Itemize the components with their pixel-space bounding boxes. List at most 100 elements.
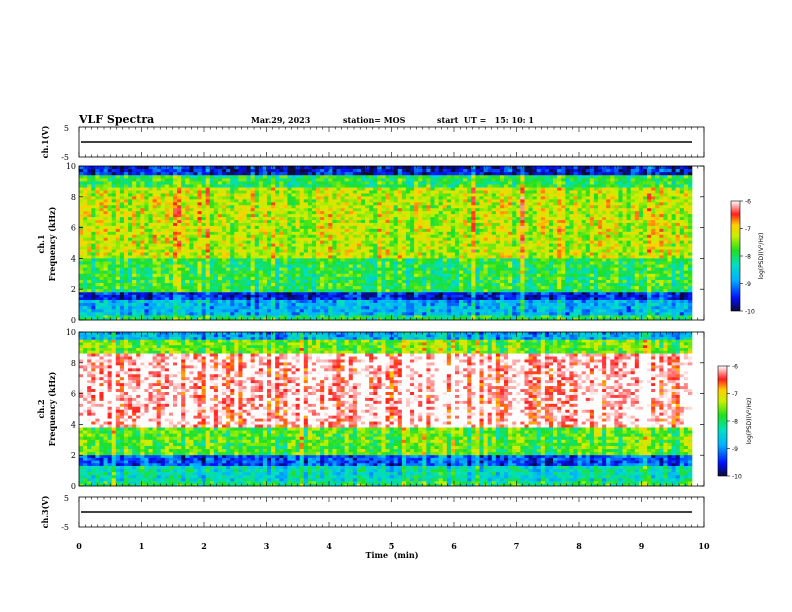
ch1-psd-cell [573, 237, 578, 241]
ch1-psd-cell [524, 217, 529, 221]
ch1-psd-cell [557, 169, 562, 173]
ch1-psd-cell [565, 211, 570, 215]
ch1-psd-cell [140, 217, 145, 221]
ch1-psd-cell [504, 199, 509, 203]
ch1-psd-cell [193, 255, 198, 259]
ch1-psd-cell [148, 172, 153, 176]
ch1-psd-cell [246, 237, 251, 241]
ch1-psd-cell [311, 181, 317, 185]
ch1-psd-cell [320, 249, 325, 253]
ch1-psd-cell [544, 261, 550, 265]
ch1-psd-cell [262, 193, 268, 197]
ch1-psd-cell [610, 228, 615, 233]
ch1-psd-cell [454, 240, 460, 244]
ch1-psd-cell [589, 178, 595, 182]
ch1-psd-cell [598, 249, 603, 253]
ch1-psd-cell [111, 234, 117, 239]
ch1-psd-cell [119, 202, 125, 206]
ch1-psd-cell [634, 220, 640, 224]
ch1-psd-cell [332, 166, 337, 170]
ch1-psd-cell [360, 225, 366, 230]
ch1-psd-cell [524, 255, 529, 259]
ch1-psd-cell [213, 240, 219, 244]
ch1-psd-cell [119, 249, 125, 253]
ch1-psd-cell [630, 205, 636, 209]
ch1-psd-cell [528, 255, 533, 259]
ch1-psd-cell [479, 240, 484, 244]
ch1-psd-cell [663, 261, 668, 265]
ch1-psd-cell [213, 184, 219, 188]
ch1-psd-cell [438, 237, 444, 241]
ch1-psd-cell [115, 169, 121, 173]
ch1-psd-cell [495, 246, 501, 250]
ch1-psd-cell [651, 172, 656, 176]
ch1-psd-cell [663, 243, 668, 247]
ch1-psd-cell [311, 258, 317, 262]
ch1-psd-cell [172, 181, 178, 185]
ch1-psd-cell [254, 187, 260, 191]
ch1-psd-cell [360, 234, 366, 239]
ch1-psd-cell [561, 205, 566, 209]
ch1-psd-cell [87, 240, 92, 244]
ch1-psd-cell [377, 234, 382, 239]
ch1-psd-cell [671, 169, 676, 173]
ch1-psd-cell [136, 220, 141, 224]
ch1-psd-cell [454, 169, 460, 173]
ch1-psd-cell [508, 175, 513, 179]
ch1-psd-cell [177, 258, 182, 262]
ch1-psd-cell [152, 240, 157, 244]
ch1-psd-cell [397, 205, 403, 209]
ch1-psd-cell [426, 220, 431, 224]
ch1-psd-cell [463, 181, 468, 185]
ch1-psd-cell [185, 214, 190, 218]
ch1-psd-cell [561, 196, 566, 200]
ch1-psd-cell [454, 187, 460, 191]
ch1-psd-cell [467, 217, 472, 221]
ch1-psd-cell [234, 202, 239, 206]
ch1-psd-cell [177, 255, 182, 259]
ch1-psd-cell [679, 187, 685, 191]
ch1-psd-cell [107, 237, 112, 241]
ch1-psd-cell [512, 228, 517, 233]
ch1-psd-cell [532, 208, 538, 212]
ch1-psd-cell [123, 261, 129, 265]
ch1-psd-cell [99, 217, 104, 221]
ch1-psd-cell [250, 246, 256, 250]
ch1-psd-cell [508, 240, 513, 244]
ch1-psd-cell [360, 208, 366, 212]
ch1-psd-cell [238, 190, 243, 194]
ch1-psd-cell [242, 249, 247, 253]
ch1-psd-cell [103, 258, 108, 262]
ch1-psd-cell [201, 246, 206, 250]
ch1-psd-cell [557, 205, 562, 209]
ch1-psd-cell [508, 214, 513, 218]
ch1-psd-cell [687, 220, 693, 224]
ch1-psd-cell [491, 240, 497, 244]
ch1-psd-cell [291, 225, 296, 230]
ch1-psd-cell [299, 172, 305, 176]
ch1-psd-cell [95, 228, 100, 233]
ch1-psd-cell [585, 202, 591, 206]
ch1-psd-cell [634, 184, 640, 188]
ch1-waveform-panel: 5 -5 ch.1(V) [40, 124, 705, 162]
ch1-psd-cell [275, 231, 280, 236]
ch1-psd-cell [336, 225, 341, 230]
ch1-psd-cell [172, 231, 178, 236]
ch1-psd-cell [422, 228, 427, 233]
ch1-psd-cell [324, 234, 329, 239]
ch1-psd-cell [471, 202, 476, 206]
ch1-psd-cell [91, 220, 96, 224]
ch1-psd-cell [495, 234, 501, 239]
ch1-psd-cell [463, 214, 468, 218]
ch1-psd-cell [598, 208, 603, 212]
ch1-psd-cell [630, 237, 636, 241]
ch1-psd-cell [491, 190, 497, 194]
ch1-psd-cell [516, 261, 521, 265]
ch1-psd-cell [679, 228, 685, 233]
ch1-psd-cell [262, 202, 268, 206]
ch1-psd-cell [667, 214, 672, 218]
ch1-psd-cell [630, 234, 636, 239]
ch1-psd-cell [426, 222, 431, 227]
ch1-psd-cell [663, 220, 668, 224]
ch1-psd-cell [197, 190, 202, 194]
